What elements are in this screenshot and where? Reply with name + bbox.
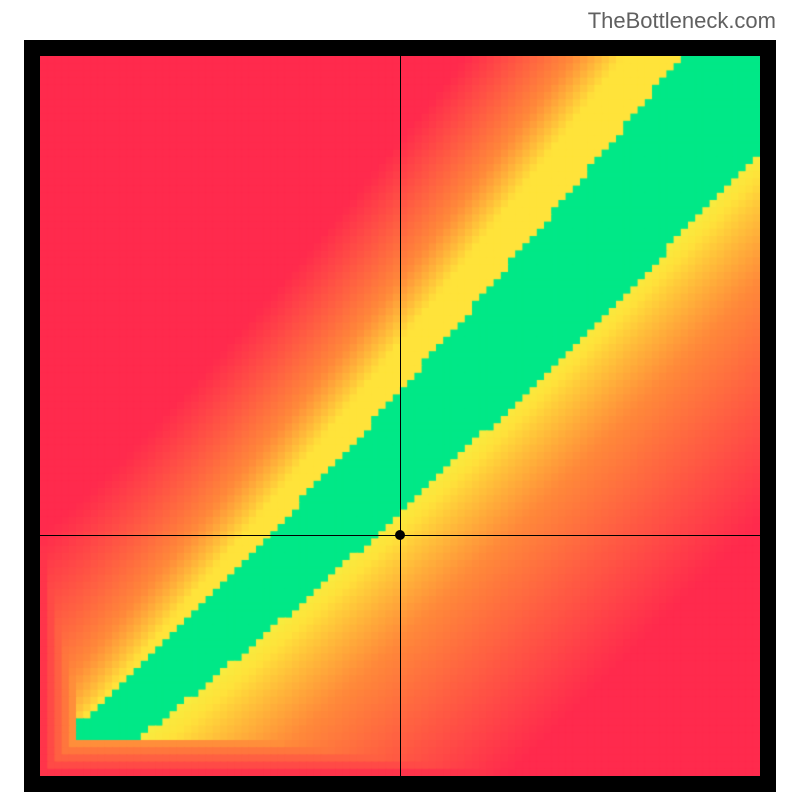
selection-marker [395, 530, 405, 540]
chart-frame [24, 40, 776, 792]
watermark-text: TheBottleneck.com [588, 8, 776, 34]
crosshair-vertical [400, 56, 401, 776]
